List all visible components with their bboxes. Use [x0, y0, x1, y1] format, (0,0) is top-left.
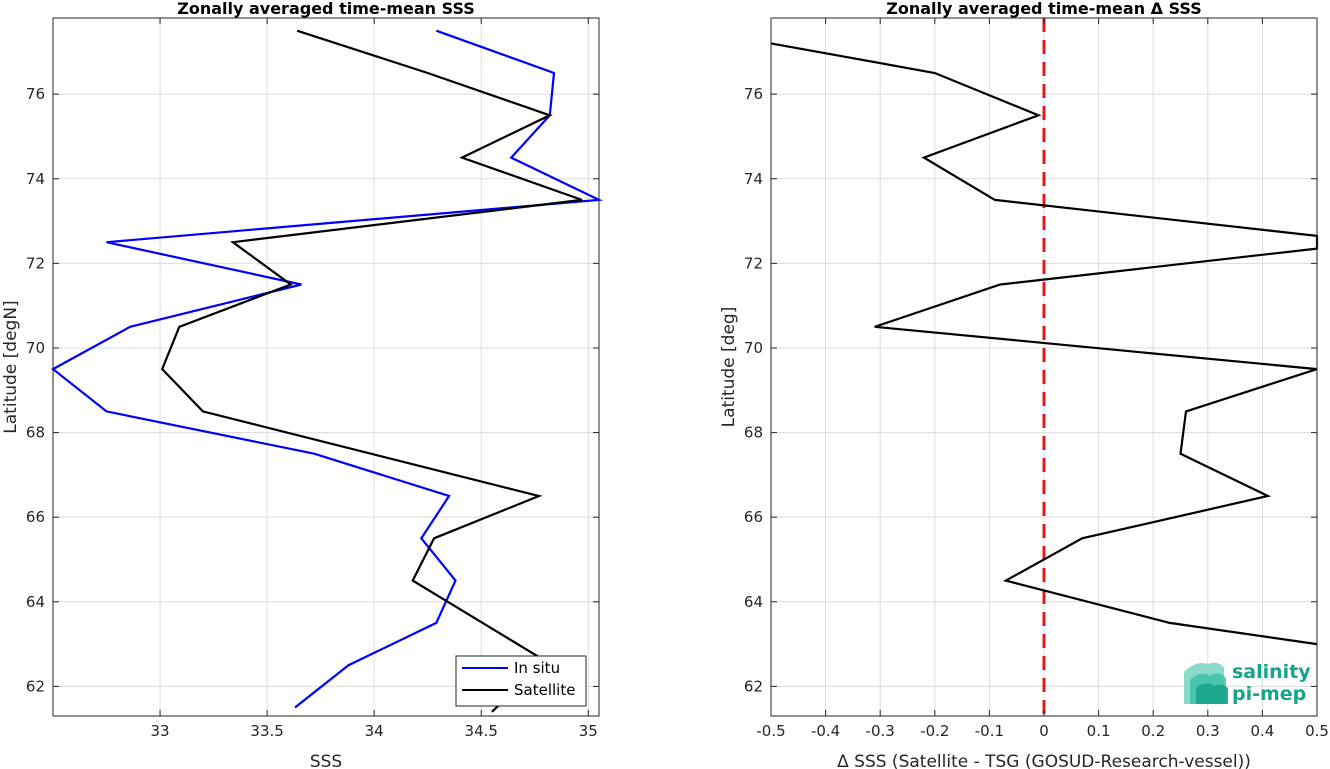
sss-xtick-label: 33 [151, 722, 170, 740]
delta-xtick-label: -0.1 [975, 722, 1004, 740]
sss-ytick-label: 72 [26, 254, 45, 272]
sss-ytick-label: 68 [26, 424, 45, 442]
delta-ytick-label: 66 [744, 508, 763, 526]
delta-xtick-label: -0.3 [866, 722, 895, 740]
delta-xtick-label: -0.5 [756, 722, 785, 740]
sss-ytick-label: 74 [26, 170, 45, 188]
logo-text-pi-mep: pi-mep [1232, 683, 1306, 705]
sss-series-line-satellite [160, 29, 583, 713]
sss-ytick-label: 64 [26, 593, 45, 611]
legend: In situ Satellite [455, 655, 587, 707]
legend-label-satellite: Satellite [514, 681, 575, 699]
delta-ytick-label: 70 [744, 339, 763, 357]
sss-grid [53, 18, 599, 716]
delta-xtick-label: -0.2 [920, 722, 949, 740]
delta-xtick-label: 0.5 [1305, 722, 1329, 740]
delta-series-line-delta-sss [770, 42, 1319, 646]
delta-ytick-label: 72 [744, 254, 763, 272]
sss-title: Zonally averaged time-mean SSS [177, 0, 475, 18]
delta-sss-panel: -0.5 -0.4 -0.3 -0.2 -0.1 0 0.1 0.2 0.3 0.4 0.5 62 64… [719, 0, 1329, 769]
sss-xtick-label: 34 [365, 722, 384, 740]
delta-ytick-label: 62 [744, 677, 763, 695]
sss-xtick-label: 35 [579, 722, 598, 740]
delta-title: Zonally averaged time-mean Δ SSS [886, 0, 1202, 18]
logo-text-salinity: salinity [1232, 661, 1311, 683]
delta-xtick-label: -0.4 [811, 722, 840, 740]
sss-ytick-label: 76 [26, 85, 45, 103]
delta-series [770, 18, 1319, 716]
legend-box [455, 655, 587, 707]
sss-ytick-label: 66 [26, 508, 45, 526]
delta-ylabel: Latitude [deg] [719, 307, 739, 428]
sss-ytick-label: 62 [26, 677, 45, 695]
delta-ytick-label: 76 [744, 85, 763, 103]
sss-ytick-label: 70 [26, 339, 45, 357]
delta-xtick-label: 0 [1039, 722, 1049, 740]
delta-xtick-label: 0.1 [1087, 722, 1111, 740]
delta-ytick-label: 74 [744, 170, 763, 188]
delta-xtick-label: 0.4 [1250, 722, 1274, 740]
sss-ylabel: Latitude [degN] [1, 300, 21, 433]
legend-label-in-situ: In situ [514, 659, 560, 677]
delta-xtick-label: 0.2 [1141, 722, 1165, 740]
delta-xlabel: Δ SSS (Satellite - TSG (GOSUD-Research-v… [837, 752, 1251, 769]
sss-xlabel: SSS [310, 752, 342, 769]
sss-xtick-label: 33.5 [250, 722, 283, 740]
delta-ytick-label: 68 [744, 424, 763, 442]
sss-plot-area [53, 18, 599, 716]
sss-ticks: 33 33.5 34 34.5 35 62 64 66 68 70 72 74 76 [26, 18, 599, 740]
salinity-pi-mep-logo: salinity pi-mep [1184, 661, 1311, 705]
sss-panel: 33 33.5 34 34.5 35 62 64 66 68 70 72 74 76 Zonally a… [1, 0, 604, 769]
sss-xtick-label: 34.5 [465, 722, 498, 740]
logo-waves-icon [1184, 662, 1228, 704]
delta-ytick-label: 64 [744, 593, 763, 611]
delta-ticks: -0.5 -0.4 -0.3 -0.2 -0.1 0 0.1 0.2 0.3 0.4 0.5 62 64… [744, 18, 1329, 740]
sss-axes-box [52, 17, 600, 717]
delta-xtick-label: 0.3 [1196, 722, 1220, 740]
